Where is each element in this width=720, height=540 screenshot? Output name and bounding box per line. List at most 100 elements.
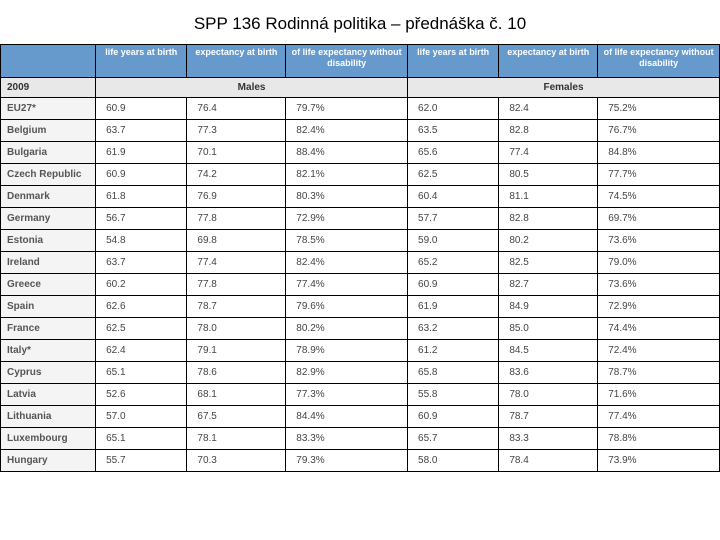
table-row: Estonia54.869.878.5%59.080.273.6% xyxy=(1,229,720,251)
cell-female-le: 82.7 xyxy=(499,273,598,295)
table-body: 2009 Males Females EU27*60.976.479.7%62.… xyxy=(1,77,720,471)
cell-male-le: 78.6 xyxy=(187,361,286,383)
cell-female-le: 78.7 xyxy=(499,405,598,427)
cell-female-le: 83.6 xyxy=(499,361,598,383)
row-label: France xyxy=(1,317,96,339)
cell-female-pct: 84.8% xyxy=(598,141,720,163)
cell-male-pct: 79.3% xyxy=(286,449,408,471)
cell-female-hly: 60.9 xyxy=(408,273,499,295)
cell-male-hly: 65.1 xyxy=(96,427,187,449)
row-label: Latvia xyxy=(1,383,96,405)
table-row: Italy*62.479.178.9%61.284.572.4% xyxy=(1,339,720,361)
table-row: Ireland63.777.482.4%65.282.579.0% xyxy=(1,251,720,273)
cell-male-le: 76.4 xyxy=(187,97,286,119)
table-row: Hungary55.770.379.3%58.078.473.9% xyxy=(1,449,720,471)
cell-female-le: 82.4 xyxy=(499,97,598,119)
cell-female-hly: 62.0 xyxy=(408,97,499,119)
cell-female-pct: 79.0% xyxy=(598,251,720,273)
cell-female-pct: 71.6% xyxy=(598,383,720,405)
cell-female-hly: 62.5 xyxy=(408,163,499,185)
cell-female-le: 80.2 xyxy=(499,229,598,251)
row-label: EU27* xyxy=(1,97,96,119)
row-label: Germany xyxy=(1,207,96,229)
header-female-hly: life years at birth xyxy=(408,45,499,78)
cell-male-pct: 78.5% xyxy=(286,229,408,251)
cell-male-hly: 61.9 xyxy=(96,141,187,163)
row-label: Hungary xyxy=(1,449,96,471)
group-row: 2009 Males Females xyxy=(1,77,720,97)
cell-female-hly: 60.4 xyxy=(408,185,499,207)
cell-female-hly: 60.9 xyxy=(408,405,499,427)
cell-male-hly: 54.8 xyxy=(96,229,187,251)
cell-female-le: 78.0 xyxy=(499,383,598,405)
table-row: Czech Republic60.974.282.1%62.580.577.7% xyxy=(1,163,720,185)
cell-female-pct: 69.7% xyxy=(598,207,720,229)
group-year: 2009 xyxy=(1,77,96,97)
cell-female-pct: 74.5% xyxy=(598,185,720,207)
cell-male-pct: 82.4% xyxy=(286,251,408,273)
cell-male-hly: 62.4 xyxy=(96,339,187,361)
cell-female-pct: 78.7% xyxy=(598,361,720,383)
cell-male-hly: 60.9 xyxy=(96,97,187,119)
cell-female-pct: 72.9% xyxy=(598,295,720,317)
cell-female-hly: 65.7 xyxy=(408,427,499,449)
row-label: Cyprus xyxy=(1,361,96,383)
cell-male-pct: 88.4% xyxy=(286,141,408,163)
group-females: Females xyxy=(408,77,720,97)
cell-male-pct: 72.9% xyxy=(286,207,408,229)
cell-male-le: 78.7 xyxy=(187,295,286,317)
cell-male-le: 78.1 xyxy=(187,427,286,449)
cell-female-hly: 55.8 xyxy=(408,383,499,405)
cell-male-pct: 82.9% xyxy=(286,361,408,383)
cell-male-hly: 61.8 xyxy=(96,185,187,207)
cell-female-pct: 75.2% xyxy=(598,97,720,119)
cell-male-le: 77.8 xyxy=(187,207,286,229)
table-row: Belgium63.777.382.4%63.582.876.7% xyxy=(1,119,720,141)
cell-male-hly: 52.6 xyxy=(96,383,187,405)
row-label: Bulgaria xyxy=(1,141,96,163)
row-label: Czech Republic xyxy=(1,163,96,185)
cell-female-pct: 77.7% xyxy=(598,163,720,185)
header-female-pct: of life expectancy without disability xyxy=(598,45,720,78)
cell-female-pct: 73.9% xyxy=(598,449,720,471)
header-blank xyxy=(1,45,96,78)
cell-male-le: 77.4 xyxy=(187,251,286,273)
cell-female-pct: 74.4% xyxy=(598,317,720,339)
cell-male-le: 70.3 xyxy=(187,449,286,471)
cell-female-le: 83.3 xyxy=(499,427,598,449)
data-table: life years at birth expectancy at birth … xyxy=(0,44,720,472)
cell-female-hly: 65.6 xyxy=(408,141,499,163)
cell-female-le: 84.9 xyxy=(499,295,598,317)
row-label: Spain xyxy=(1,295,96,317)
cell-male-le: 67.5 xyxy=(187,405,286,427)
page-title: SPP 136 Rodinná politika – přednáška č. … xyxy=(0,0,720,44)
cell-male-pct: 77.3% xyxy=(286,383,408,405)
table-row: Cyprus65.178.682.9%65.883.678.7% xyxy=(1,361,720,383)
cell-female-le: 82.5 xyxy=(499,251,598,273)
cell-male-hly: 62.6 xyxy=(96,295,187,317)
cell-male-pct: 80.3% xyxy=(286,185,408,207)
cell-female-hly: 61.9 xyxy=(408,295,499,317)
row-label: Denmark xyxy=(1,185,96,207)
cell-female-le: 85.0 xyxy=(499,317,598,339)
cell-male-hly: 63.7 xyxy=(96,251,187,273)
cell-male-pct: 79.6% xyxy=(286,295,408,317)
cell-female-hly: 61.2 xyxy=(408,339,499,361)
cell-female-hly: 65.8 xyxy=(408,361,499,383)
header-row: life years at birth expectancy at birth … xyxy=(1,45,720,78)
table-row: EU27*60.976.479.7%62.082.475.2% xyxy=(1,97,720,119)
cell-female-le: 82.8 xyxy=(499,119,598,141)
header-female-le: expectancy at birth xyxy=(499,45,598,78)
table-row: Luxembourg65.178.183.3%65.783.378.8% xyxy=(1,427,720,449)
cell-male-hly: 60.9 xyxy=(96,163,187,185)
cell-male-hly: 56.7 xyxy=(96,207,187,229)
header-male-pct: of life expectancy without disability xyxy=(286,45,408,78)
table-row: Latvia52.668.177.3%55.878.071.6% xyxy=(1,383,720,405)
table-row: Greece60.277.877.4%60.982.773.6% xyxy=(1,273,720,295)
table-row: Germany56.777.872.9%57.782.869.7% xyxy=(1,207,720,229)
row-label: Greece xyxy=(1,273,96,295)
cell-male-hly: 60.2 xyxy=(96,273,187,295)
cell-female-pct: 76.7% xyxy=(598,119,720,141)
cell-female-le: 78.4 xyxy=(499,449,598,471)
cell-male-pct: 77.4% xyxy=(286,273,408,295)
